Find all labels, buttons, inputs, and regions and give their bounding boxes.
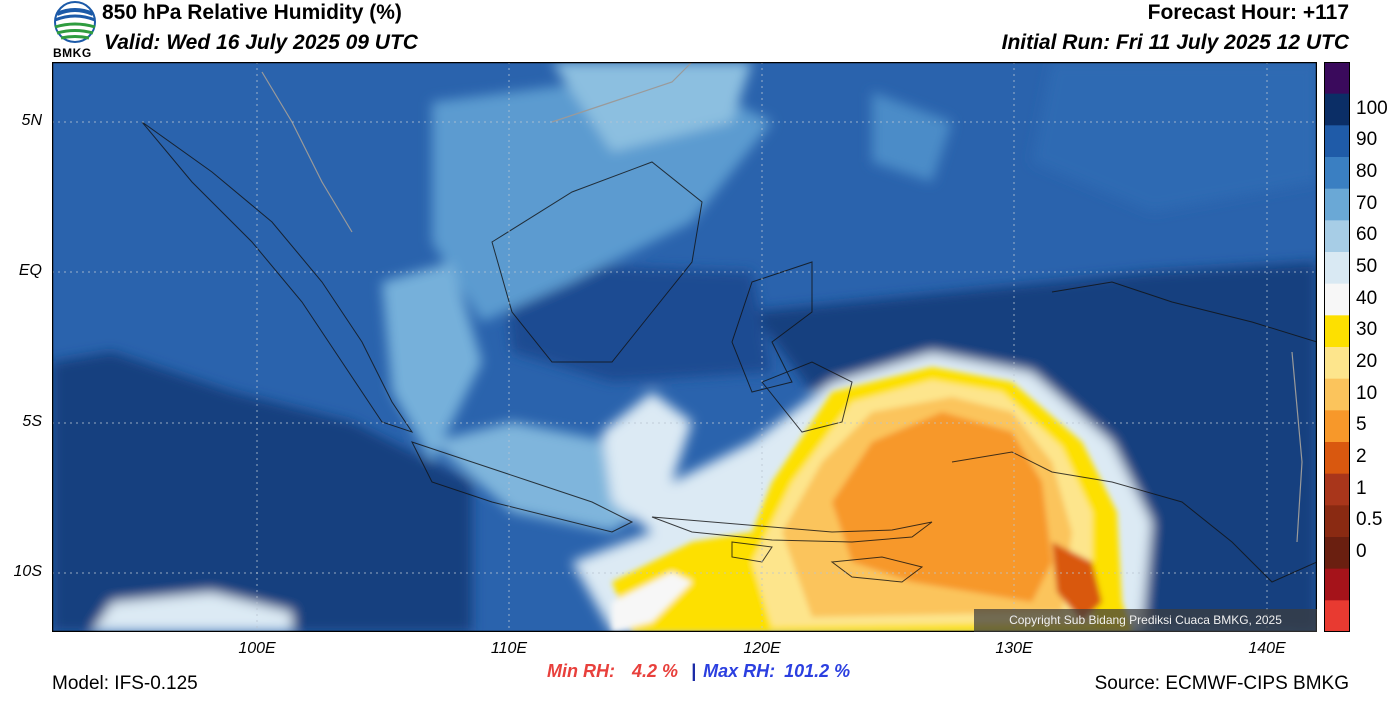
colorbar-segment [1324, 473, 1350, 506]
colorbar-segment [1324, 62, 1350, 95]
model-label: Model: IFS-0.125 [52, 673, 198, 694]
colorbar-segment [1324, 283, 1350, 316]
copyright-notice: Copyright Sub Bidang Prediksi Cuaca BMKG… [974, 609, 1317, 632]
colorbar-segment [1324, 252, 1350, 285]
x-tick-140e: 140E [1248, 640, 1286, 657]
logo-text: BMKG [53, 46, 92, 60]
colorbar-segment [1324, 347, 1350, 380]
colorbar-segment [1324, 505, 1350, 538]
x-tick-100e: 100E [238, 640, 276, 657]
colorbar-segment [1324, 537, 1350, 570]
x-tick-120e: 120E [743, 640, 781, 657]
colorbar-label: 2 [1356, 445, 1367, 467]
min-max-stats: Min RH: 4.2 % | Max RH: 101.2 % [547, 661, 850, 682]
y-tick-eq: EQ [18, 262, 42, 279]
colorbar-label: 20 [1356, 350, 1378, 372]
min-rh-value: 4.2 % [632, 661, 679, 681]
forecast-hour: Forecast Hour: +117 [1147, 1, 1349, 24]
colorbar-segment [1324, 315, 1350, 348]
source-label: Source: ECMWF-CIPS BMKG [1094, 673, 1349, 694]
valid-time: Valid: Wed 16 July 2025 09 UTC [104, 31, 418, 54]
colorbar-segment [1324, 378, 1350, 411]
colorbar-label: 1 [1356, 477, 1367, 499]
colorbar-label: 10 [1356, 382, 1378, 404]
colorbar-segment [1324, 188, 1350, 221]
initial-run: Initial Run: Fri 11 July 2025 12 UTC [1001, 31, 1349, 54]
colorbar-label: 70 [1356, 192, 1378, 214]
colorbar [1324, 62, 1350, 633]
colorbar-segment [1324, 600, 1350, 633]
colorbar-svg [1324, 62, 1350, 633]
colorbar-segment [1324, 442, 1350, 475]
bmkg-logo: BMKG [50, 0, 100, 60]
x-tick-130e: 130E [995, 640, 1033, 657]
colorbar-label: 0.5 [1356, 509, 1383, 531]
bmkg-logo-icon [54, 1, 96, 43]
colorbar-label: 100 [1356, 97, 1388, 119]
min-rh-label: Min RH: [547, 661, 615, 681]
colorbar-label: 50 [1356, 255, 1378, 277]
colorbar-segment [1324, 93, 1350, 126]
chart-title: 850 hPa Relative Humidity (%) [102, 1, 402, 24]
humidity-map [51, 61, 1318, 633]
colorbar-segment [1324, 125, 1350, 158]
colorbar-segment [1324, 220, 1350, 253]
colorbar-label: 60 [1356, 224, 1378, 246]
colorbar-label: 30 [1356, 319, 1378, 341]
colorbar-frame [1324, 62, 1350, 632]
colorbar-segment [1324, 568, 1350, 601]
colorbar-label: 40 [1356, 287, 1378, 309]
stats-separator: | [691, 661, 697, 681]
y-tick-10s: 10S [13, 563, 42, 580]
y-tick-5n: 5N [21, 112, 42, 129]
max-rh-label: Max RH: [703, 661, 776, 681]
colorbar-label: 0 [1356, 540, 1367, 562]
y-tick-5s: 5S [22, 413, 42, 430]
max-rh-value: 101.2 % [784, 661, 851, 681]
colorbar-label: 90 [1356, 129, 1378, 151]
colorbar-segment [1324, 410, 1350, 443]
x-tick-110e: 110E [490, 640, 528, 657]
humidity-map-svg [51, 61, 1318, 633]
colorbar-label: 5 [1356, 414, 1367, 436]
colorbar-segment [1324, 157, 1350, 190]
colorbar-label: 80 [1356, 160, 1378, 182]
